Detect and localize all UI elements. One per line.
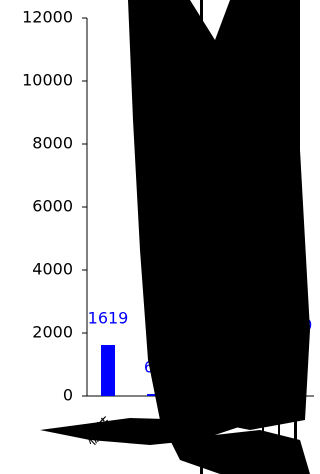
y-tick-label: 12000 (22, 8, 73, 27)
render-glitch (40, 0, 310, 474)
glitch-line (294, 330, 297, 474)
y-tick-label: 6000 (32, 197, 73, 216)
y-tick-label: 2000 (32, 323, 73, 342)
y-tick-label: 10000 (22, 71, 73, 90)
y-tick-label: 8000 (32, 134, 73, 153)
glitch-line (200, 0, 203, 474)
bar (101, 345, 115, 396)
value-label: 1619 (88, 309, 129, 328)
glitch-line (262, 300, 264, 474)
glitch-line (278, 320, 280, 474)
y-tick-label: 0 (63, 386, 73, 405)
y-tick-label: 4000 (32, 260, 73, 279)
chart: 0200040006000800010000120001619板芙6316111… (0, 0, 314, 474)
